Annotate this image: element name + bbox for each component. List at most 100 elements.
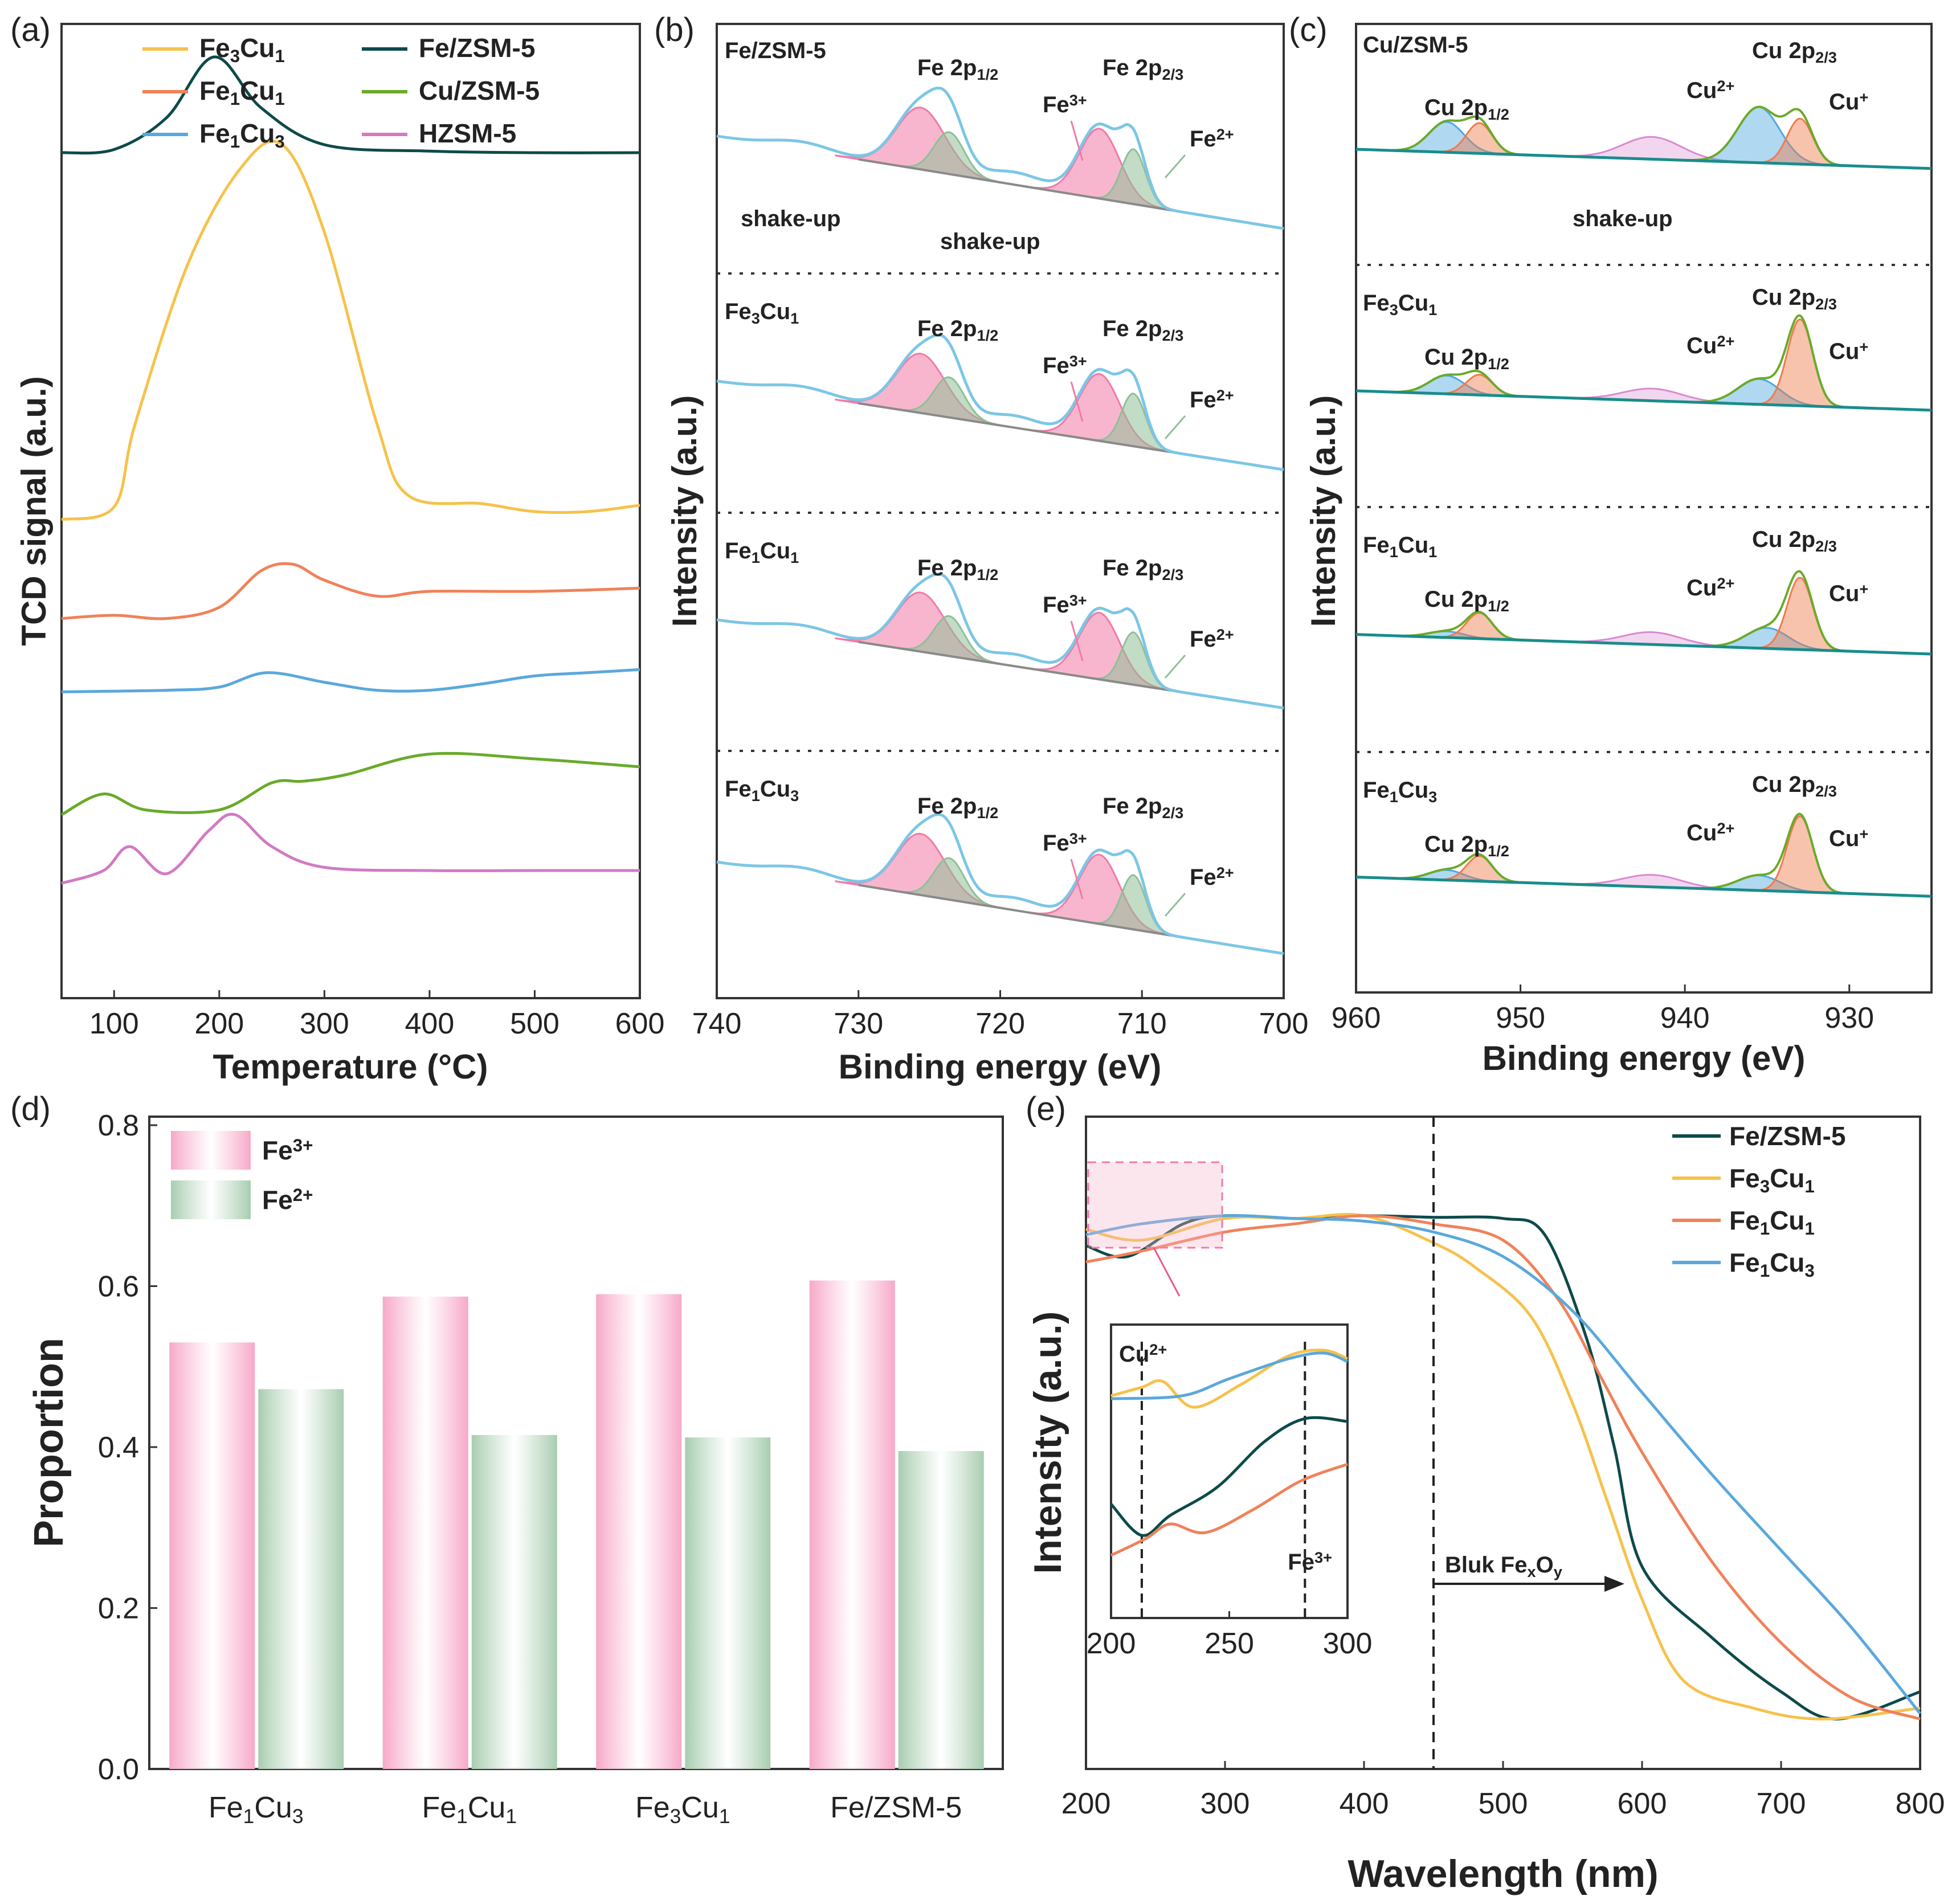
panel-d-ytick-label: 0.2 [98,1592,139,1625]
panel-b-arrow [1070,381,1084,422]
panel-d-legend-swatch [171,1180,251,1219]
panel-d-bar-fe2 [685,1437,771,1769]
panel-label-a: (a) [10,11,51,48]
panel-e-legend-label: Fe3Cu1 [1729,1163,1815,1196]
panel-e-ylabel: Intensity (a.u.) [1026,1311,1069,1574]
panel-b-xtick-label: 720 [975,1007,1025,1040]
panel-b-annot-fe3: Fe3+ [1043,591,1087,618]
panel-e-xtick-label: 600 [1618,1787,1667,1820]
panel-label-e: (e) [1026,1090,1066,1127]
panel-b-annot: Fe 2p1/2 [917,316,998,344]
panel-b-arrow [1164,154,1186,178]
panel-a-legend-label: Fe3Cu1 [199,33,285,66]
panel-b-arrow [1070,859,1084,900]
panel-b-background [858,402,1185,456]
panel-d-ylabel: Proportion [26,1338,72,1547]
panel-b-annot: Fe 2p2/3 [1102,55,1183,83]
panel-e-series-line [1085,1214,1921,1715]
panel-a-xtick-label: 200 [194,1007,244,1040]
panel-c-annot-cu1: Cu+ [1829,580,1868,606]
panel-e-annotation: Bluk FexOy [1445,1552,1562,1580]
panel-b-xtick-label: 740 [692,1007,742,1040]
panel-d-bar-fe2 [471,1435,557,1769]
panel-d-frame [148,1116,1004,1770]
panel-b-sample-label: Fe1Cu1 [725,538,799,566]
panel-d-bar-fe3 [382,1296,468,1769]
panel-c-annot: Cu 2p1/2 [1424,832,1509,860]
panel-b-annot: Fe 2p2/3 [1102,555,1183,583]
panel-b-annot-shake: shake-up [741,206,841,231]
panel-c-annot-cu2: Cu2+ [1687,77,1734,103]
panel-c-annot-cu1: Cu+ [1829,825,1868,851]
panel-b-sample-label: Fe/ZSM-5 [725,38,826,63]
panel-c-baseline [1355,389,1932,412]
panel-c-annot: Cu 2p2/3 [1752,772,1837,800]
panel-b-annot-shake: shake-up [940,229,1040,254]
panel-c-plot: 960 950 940 930 Cu/ZSM-5 Cu 2p1/2 Cu 2p2/3 Cu2+… [1332,32,1932,1035]
panel-e-inset-tick-label: 200 [1087,1627,1136,1660]
panel-b-annot-fe3: Fe3+ [1043,352,1087,378]
panel-b-arrow [1164,415,1186,439]
panel-c-annot: Cu 2p1/2 [1424,587,1509,615]
panel-a-series-line [61,668,640,693]
panel-b-peak-fill [835,353,1007,428]
panel-d-legend-swatch [171,1131,251,1170]
panel-a-xtick-label: 600 [615,1007,665,1040]
panel-b-annot: Fe 2p2/3 [1102,794,1183,822]
panel-e-xtick-label: 200 [1061,1787,1111,1820]
panel-b-envelope [716,572,1284,710]
panel-c-annot: Cu 2p1/2 [1424,345,1509,373]
panel-b-sample-label: Fe3Cu1 [725,299,799,327]
panel-b-background [858,158,1185,214]
panel-d-ytick-label: 0.6 [98,1270,139,1304]
panel-c-baseline [1355,875,1932,898]
panel-c-annot: Cu 2p2/3 [1752,285,1837,313]
panel-b-peak-fill [835,107,1007,185]
panel-b-annot-fe3: Fe3+ [1043,91,1087,117]
panel-d-category-label: Fe1Cu1 [422,1791,517,1828]
panel-b-annot: Fe 2p2/3 [1102,316,1183,344]
panel-a-legend-label: Fe/ZSM-5 [419,33,535,63]
panel-b-annot-fe2: Fe2+ [1190,626,1234,652]
panel-b-envelope [716,333,1284,471]
panel-c-sample-label: Fe3Cu1 [1363,291,1437,318]
panel-c-baseline [1355,148,1932,170]
panel-c-xtick-label: 960 [1332,1002,1381,1035]
panel-e-inset-tick-label: 300 [1323,1627,1373,1660]
panel-c-annot: Cu 2p2/3 [1752,527,1837,555]
panel-c-ylabel: Intensity (a.u.) [1304,395,1342,627]
panel-c-xtick-label: 950 [1496,1002,1545,1035]
panel-b-arrow [1164,893,1186,917]
panel-b-annot: Fe 2p1/2 [917,555,998,583]
panel-d-bar-fe2 [258,1389,344,1769]
panel-a-xtick-label: 300 [300,1007,349,1040]
panel-b-annot-fe2: Fe2+ [1190,864,1234,890]
panel-e-inset-line [1110,1351,1348,1400]
panel-e-xtick-label: 800 [1896,1787,1945,1820]
panel-b-sample-label: Fe1Cu3 [725,777,799,804]
panel-b-plot: 740 730 720 710 700 Fe/ZSM-5 Fe 2p1/2 Fe 2p2/3 F… [692,38,1309,1040]
panel-b-annot-fe3: Fe3+ [1043,830,1087,856]
panel-d-ytick-label: 0.0 [98,1753,139,1786]
panel-a-plot: 100 200 300 400 500 600 Fe3Cu1 Fe/ZSM-5 Fe1Cu1 Cu… [60,33,665,1040]
panel-label-b: (b) [654,11,695,48]
panel-a-series-line [61,812,640,885]
panel-c-shakeup [1553,136,1751,164]
panel-b-background [858,884,1185,939]
panel-b-annot-fe2: Fe2+ [1190,125,1234,152]
panel-a-xtick-label: 400 [405,1007,455,1040]
panel-d-bar-fe2 [898,1451,984,1769]
panel-a-series-line [60,751,640,816]
panel-b-annot: Fe 2p1/2 [917,55,998,83]
panel-c-annot-shake: shake-up [1573,206,1673,231]
panel-e-inset-tick-label: 250 [1204,1627,1254,1660]
panel-e-legend-label: Fe1Cu1 [1729,1206,1815,1239]
panel-b-ylabel: Intensity (a.u.) [665,395,704,627]
panel-a-xtick-label: 500 [510,1007,560,1040]
panel-c-xtick-label: 930 [1824,1002,1874,1035]
panel-c-annot: Cu 2p1/2 [1424,95,1509,123]
panel-a-legend-label: Cu/ZSM-5 [419,76,540,105]
panel-b-arrow [1164,655,1186,679]
panel-e-arrow-head [1604,1576,1624,1592]
panel-a-legend-label: Fe1Cu3 [199,119,285,152]
